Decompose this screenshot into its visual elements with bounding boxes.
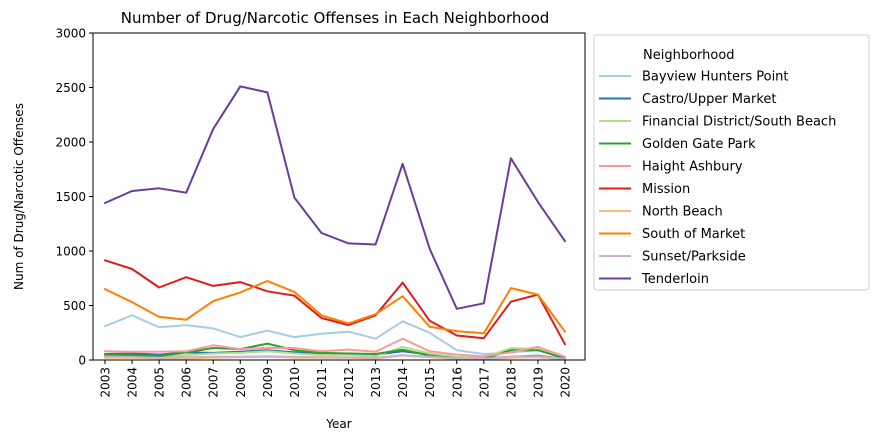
legend-label: Castro/Upper Market [642, 92, 777, 107]
legend-label: Bayview Hunters Point [642, 70, 789, 85]
y-tick-label: 3000 [55, 27, 86, 41]
series-line [104, 314, 566, 359]
legend-label: Tenderloin [641, 272, 709, 287]
x-tick-label: 2006 [180, 367, 194, 398]
legend-label: Sunset/Parkside [642, 250, 746, 265]
legend-label: Mission [642, 182, 690, 197]
plot-frame [92, 32, 586, 361]
x-axis: 2003 2004 2005 2006 2007 2008 2009 2010 2011 2012… [99, 360, 573, 398]
plot-area [92, 32, 586, 361]
x-tick-label: 2004 [126, 367, 140, 398]
series-line [104, 280, 566, 335]
series-line [104, 85, 566, 310]
x-tick-label: 2010 [288, 367, 302, 398]
x-tick-label: 2013 [369, 367, 383, 398]
legend-label: Golden Gate Park [642, 137, 756, 152]
legend-items: Bayview Hunters Point Castro/Upper Market… [599, 70, 836, 287]
y-tick-label: 1500 [55, 190, 86, 204]
series-line [104, 354, 566, 360]
x-tick-label: 2003 [99, 367, 113, 398]
series-line [104, 259, 566, 346]
x-axis-label: Year [325, 417, 351, 431]
y-tick-label: 2000 [55, 136, 86, 150]
series-line [104, 337, 566, 358]
x-tick-label: 2020 [559, 367, 573, 398]
x-tick-label: 2008 [234, 367, 248, 398]
y-axis-label: Num of Drug/Narcotic Offenses [12, 103, 26, 290]
x-tick-label: 2017 [477, 367, 491, 398]
y-tick-label: 0 [78, 354, 86, 368]
x-tick-label: 2011 [315, 367, 329, 398]
legend-frame [593, 34, 870, 291]
x-tick-label: 2018 [504, 367, 518, 398]
legend-label: North Beach [642, 205, 723, 220]
x-tick-label: 2014 [396, 367, 410, 398]
chart-title: Number of Drug/Narcotic Offenses in Each… [121, 9, 550, 27]
x-tick-label: 2019 [531, 367, 545, 398]
legend: Neighborhood Bayview Hunters Point Castro… [593, 34, 870, 291]
x-tick-label: 2005 [153, 367, 167, 398]
legend-label: Financial District/South Beach [642, 115, 836, 130]
legend-label: Haight Ashbury [642, 160, 743, 175]
y-tick-label: 2500 [55, 81, 86, 95]
x-tick-label: 2016 [450, 367, 464, 398]
series-line [104, 342, 566, 360]
y-tick-label: 1000 [55, 245, 86, 259]
series-lines [104, 85, 566, 361]
y-tick-label: 500 [63, 299, 86, 313]
y-axis: 0 500 1000 1500 2000 2500 3000 [55, 27, 93, 368]
x-tick-label: 2012 [342, 367, 356, 398]
x-tick-label: 2009 [261, 367, 275, 398]
legend-label: South of Market [642, 227, 745, 242]
x-tick-label: 2007 [207, 367, 221, 398]
x-tick-label: 2015 [423, 367, 437, 398]
legend-title: Neighborhood [643, 48, 735, 63]
